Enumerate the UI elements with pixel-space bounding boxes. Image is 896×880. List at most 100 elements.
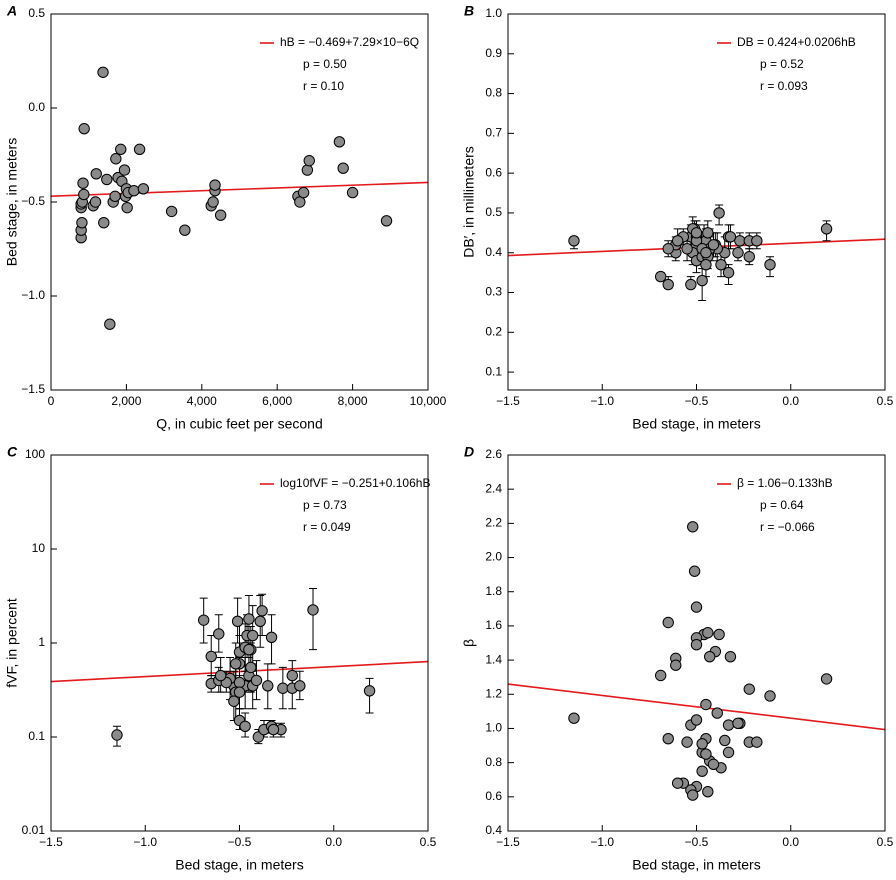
data-point [732, 247, 744, 259]
data-point [90, 168, 102, 180]
data-point [724, 231, 737, 243]
annotation: r = −0.066 [760, 520, 815, 534]
data-point [111, 729, 123, 741]
data-point [671, 235, 684, 247]
data-point [243, 613, 255, 625]
data-point [133, 143, 146, 156]
y-tick-label: 0.9 [485, 46, 502, 60]
panel-label: A [6, 3, 17, 19]
y-axis-title: DB′, in millimeters [461, 146, 477, 258]
data-point [690, 601, 703, 613]
x-tick-label: 0.5 [877, 394, 894, 408]
data-point [78, 122, 90, 135]
x-tick-label: −0.5 [228, 835, 252, 849]
x-axis-title: Bed stage, in meters [632, 857, 760, 873]
y-tick-label: 0.01 [22, 823, 46, 837]
data-point [820, 673, 833, 685]
data-point [696, 765, 708, 777]
data-point [205, 650, 217, 663]
data-point [685, 278, 697, 291]
data-point [230, 658, 242, 670]
data-point [707, 239, 720, 251]
data-point [197, 614, 210, 626]
y-tick-label: 1.8 [485, 584, 502, 598]
y-tick-label: 1 [38, 635, 45, 649]
data-point [245, 661, 257, 674]
data-point [700, 258, 712, 271]
y-axis-title: Bed stage, in meters [4, 138, 20, 266]
data-point [380, 215, 393, 227]
data-point [286, 669, 298, 682]
y-tick-label: 0.8 [485, 755, 502, 769]
legend-label: DB = 0.424+0.0206hB [737, 35, 856, 49]
y-tick-label: 0.4 [485, 245, 502, 259]
y-tick-label: −1.5 [21, 382, 45, 396]
data-point [76, 216, 88, 229]
x-tick-label: −1.5 [496, 394, 520, 408]
data-point [751, 235, 763, 247]
data-point [662, 733, 674, 745]
y-tick-label: 2.2 [485, 516, 502, 530]
data-point [702, 227, 714, 239]
data-point [702, 785, 714, 798]
data-point [179, 224, 191, 236]
data-point [77, 177, 89, 189]
data-point [690, 714, 703, 726]
data-point [254, 615, 266, 628]
data-point [214, 669, 227, 682]
y-tick-label: 0.1 [485, 364, 502, 378]
data-point [101, 173, 113, 186]
data-point [700, 247, 712, 259]
y-tick-label: 0.6 [485, 165, 502, 179]
legend-label: log10fVF = −0.251+0.106hB [280, 476, 430, 490]
plot-frame [50, 13, 429, 391]
y-tick-label: 2.6 [485, 447, 502, 461]
annotation: p = 0.50 [303, 57, 347, 71]
y-axis-title: β [461, 639, 477, 647]
x-tick-label: −1.0 [590, 835, 614, 849]
y-tick-label: 1.2 [485, 686, 502, 700]
data-point [713, 628, 725, 641]
x-tick-label: 2,000 [111, 394, 141, 408]
data-point [137, 183, 150, 195]
y-tick-label: 0.0 [28, 100, 45, 114]
x-tick-label: 8,000 [338, 394, 368, 408]
data-point [214, 209, 227, 221]
data-point [277, 682, 289, 694]
plot-frame [50, 454, 429, 832]
y-tick-label: 2.4 [485, 481, 502, 495]
data-point [294, 680, 306, 692]
annotation: p = 0.52 [760, 57, 804, 71]
plot-area [508, 521, 885, 801]
data-point [97, 66, 109, 78]
data-point [213, 628, 225, 640]
data-point [690, 639, 703, 651]
data-point [662, 243, 674, 255]
data-point [732, 717, 744, 730]
data-point [764, 690, 776, 702]
data-point [109, 190, 121, 203]
data-point [265, 631, 278, 643]
data-point [687, 521, 699, 533]
y-tick-label: 1.0 [485, 6, 502, 20]
y-tick-label: 10 [32, 541, 46, 555]
data-point [233, 676, 246, 689]
data-point [98, 216, 110, 229]
data-point [209, 179, 221, 191]
data-point [764, 258, 776, 271]
data-point [711, 707, 723, 719]
data-point [243, 643, 255, 656]
data-point [719, 734, 731, 747]
x-tick-label: 0 [48, 394, 55, 408]
data-point [700, 748, 712, 760]
fit-line [508, 683, 885, 731]
data-point [724, 650, 737, 663]
data-point [231, 615, 244, 628]
data-point [104, 318, 116, 330]
x-tick-label: −1.0 [590, 394, 614, 408]
x-tick-label: −0.5 [685, 394, 709, 408]
data-point [713, 207, 725, 219]
data-point [662, 616, 674, 629]
data-point [688, 565, 701, 577]
panel-label: D [464, 444, 474, 460]
